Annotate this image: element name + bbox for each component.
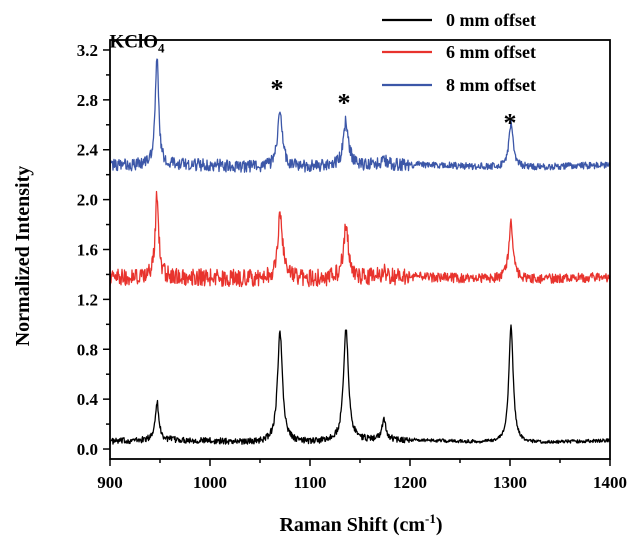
x-axis-title: Raman Shift (cm-1): [279, 511, 442, 536]
plot-frame: [109, 39, 611, 460]
legend: 0 mm offset 6 mm offset 8 mm offset: [382, 10, 536, 95]
legend-entry-2: 8 mm offset: [382, 75, 536, 95]
x-tick-label-5: 1400: [593, 473, 627, 492]
x-tick-label-1: 1000: [193, 473, 227, 492]
y-tick-label-1: 0.4: [77, 390, 99, 409]
y-tick-label-5: 2.0: [77, 191, 98, 210]
legend-entry-0: 0 mm offset: [382, 10, 536, 30]
y-axis-title: Normalized Intensity: [12, 166, 34, 347]
peak-star-1: *: [338, 88, 351, 117]
axes-layer: 900 1000 1100 1200 1300 1400 0.0 0.4 0.8 1.2 1.6 2.…: [77, 39, 627, 492]
series-line-2: [109, 58, 611, 173]
legend-label-0: 0 mm offset: [446, 10, 536, 30]
legend-label-1: 6 mm offset: [446, 42, 536, 62]
y-tick-label-3: 1.2: [77, 290, 98, 309]
annotation-layer: KClO4 * * *: [109, 31, 516, 137]
peak-star-2: *: [504, 108, 517, 137]
compound-label: KClO4: [109, 31, 165, 55]
y-tick-label-6: 2.4: [77, 141, 99, 160]
series-line-1: [109, 190, 611, 288]
series-line-0: [109, 324, 611, 445]
peak-star-0: *: [271, 75, 284, 104]
y-tick-label-0: 0.0: [77, 440, 98, 459]
y-tick-label-2: 0.8: [77, 340, 98, 359]
y-tick-label-7: 2.8: [77, 91, 98, 110]
series-layer: [109, 58, 611, 445]
x-tick-label-2: 1100: [293, 473, 326, 492]
y-tick-label-8: 3.2: [77, 41, 98, 60]
x-tick-label-3: 1200: [393, 473, 427, 492]
legend-label-2: 8 mm offset: [446, 75, 536, 95]
x-tick-label-4: 1300: [493, 473, 527, 492]
y-tick-label-4: 1.6: [77, 241, 98, 260]
legend-entry-1: 6 mm offset: [382, 42, 536, 62]
x-tick-label-0: 900: [97, 473, 123, 492]
